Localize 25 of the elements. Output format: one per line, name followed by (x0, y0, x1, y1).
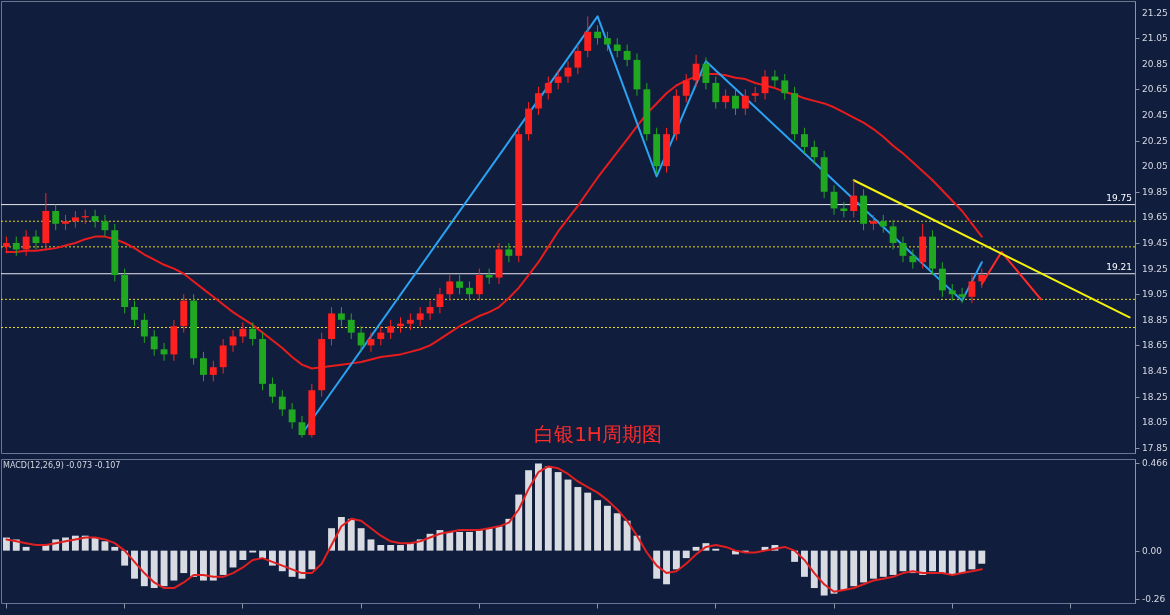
y-tick-label: 17.85 (1142, 442, 1168, 453)
y-tick-label: 19.85 (1142, 186, 1168, 197)
y-tick-label: 19.45 (1142, 238, 1168, 249)
y-tick-label: 20.65 (1142, 84, 1168, 95)
y-tick-label: 18.05 (1142, 417, 1168, 428)
y-tick-label: -0.26 (1142, 594, 1166, 605)
ref-line-label: 19.21 (1106, 261, 1132, 272)
y-tick-label: 21.05 (1142, 33, 1168, 44)
y-tick-label: 18.25 (1142, 391, 1168, 402)
y-tick-label: 0.00 (1142, 545, 1163, 556)
y-tick-label: 21.25 (1142, 7, 1168, 18)
y-tick-label: 20.45 (1142, 109, 1168, 120)
ref-line-label: 19.75 (1106, 192, 1132, 203)
y-tick-label: 0.466 (1142, 458, 1169, 469)
text: 白银1H周期图 (534, 422, 662, 446)
y-tick-label: 20.85 (1142, 58, 1168, 69)
y-tick-label: 19.65 (1142, 212, 1168, 223)
chart-title: MACD(12,26,9) -0.073 -0.107 (3, 461, 121, 470)
y-tick-label: 19.25 (1142, 263, 1168, 274)
y-tick-label: 18.65 (1142, 340, 1168, 351)
y-tick-label: 19.05 (1142, 289, 1168, 300)
y-tick-label: 18.85 (1142, 314, 1168, 325)
y-tick-label: 18.45 (1142, 366, 1168, 377)
y-tick-label: 20.05 (1142, 161, 1168, 172)
y-tick-label: 20.25 (1142, 135, 1168, 146)
